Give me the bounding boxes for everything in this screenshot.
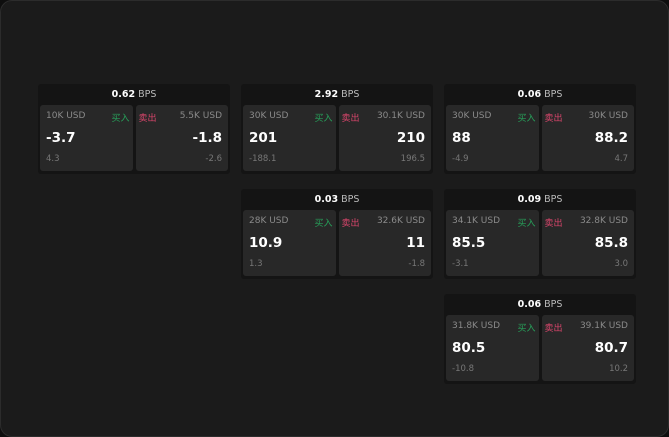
buy-label: 买入 [517, 324, 536, 334]
spread-unit: BPS [544, 299, 563, 310]
sell-label: 卖出 [544, 324, 563, 334]
quote-card: 2.92 BPS 30K USD 买入 201 -188.1 卖出 30.1K … [241, 84, 433, 174]
spread-value: 0.06 [517, 299, 542, 310]
spread-header: 0.62 BPS [38, 84, 230, 105]
spread-unit: BPS [138, 89, 157, 100]
sell-panel[interactable]: 卖出 39.1K USD 80.7 10.2 [541, 315, 634, 381]
sell-panel[interactable]: 卖出 30K USD 88.2 4.7 [541, 105, 634, 171]
ask-price: 210 [396, 130, 425, 146]
buy-panel[interactable]: 10K USD 买入 -3.7 4.3 [40, 105, 133, 171]
ask-size: 32.8K USD [579, 216, 628, 226]
sell-panel[interactable]: 卖出 30.1K USD 210 196.5 [338, 105, 431, 171]
bid-price: 10.9 [249, 235, 283, 251]
bid-change: -3.1 [452, 259, 469, 269]
sell-panel[interactable]: 卖出 32.8K USD 85.8 3.0 [541, 210, 634, 276]
ask-change: 196.5 [400, 154, 425, 164]
spread-value: 2.92 [314, 89, 339, 100]
sell-label: 卖出 [544, 219, 563, 229]
spread-value: 0.62 [111, 89, 136, 100]
ask-size: 39.1K USD [579, 321, 628, 331]
ask-change: 4.7 [614, 154, 628, 164]
bid-price: 201 [249, 130, 278, 146]
sell-label: 卖出 [138, 114, 157, 124]
spread-value: 0.06 [517, 89, 542, 100]
buy-label: 买入 [314, 114, 333, 124]
ask-size: 30.1K USD [376, 111, 425, 121]
sell-label: 卖出 [341, 114, 360, 124]
spread-unit: BPS [341, 89, 360, 100]
ask-price: 80.7 [594, 340, 628, 356]
ask-size: 30K USD [588, 111, 628, 121]
spread-header: 0.06 BPS [444, 84, 636, 105]
ask-price: 85.8 [594, 235, 628, 251]
bid-change: -4.9 [452, 154, 469, 164]
buy-label: 买入 [517, 219, 536, 229]
sell-panel[interactable]: 卖出 5.5K USD -1.8 -2.6 [135, 105, 228, 171]
bid-size: 28K USD [249, 216, 289, 226]
spread-unit: BPS [544, 89, 563, 100]
sell-label: 卖出 [341, 219, 360, 229]
spread-header: 0.03 BPS [241, 189, 433, 210]
buy-panel[interactable]: 34.1K USD 买入 85.5 -3.1 [446, 210, 539, 276]
ask-change: -2.6 [205, 154, 222, 164]
bid-size: 10K USD [46, 111, 86, 121]
ask-size: 32.6K USD [376, 216, 425, 226]
spread-header: 0.06 BPS [444, 294, 636, 315]
buy-label: 买入 [314, 219, 333, 229]
spread-unit: BPS [341, 194, 360, 205]
quote-card: 0.62 BPS 10K USD 买入 -3.7 4.3 卖出 5.5K USD… [38, 84, 230, 174]
spread-header: 2.92 BPS [241, 84, 433, 105]
bid-price: 88 [452, 130, 471, 146]
ask-change: 10.2 [609, 364, 628, 374]
buy-panel[interactable]: 31.8K USD 买入 80.5 -10.8 [446, 315, 539, 381]
bid-size: 34.1K USD [452, 216, 501, 226]
spread-header: 0.09 BPS [444, 189, 636, 210]
ask-size: 5.5K USD [179, 111, 222, 121]
ask-price: -1.8 [192, 130, 222, 146]
bid-change: 1.3 [249, 259, 263, 269]
bid-change: -10.8 [452, 364, 474, 374]
ask-price: 88.2 [594, 130, 628, 146]
sell-label: 卖出 [544, 114, 563, 124]
quote-card: 0.06 BPS 31.8K USD 买入 80.5 -10.8 卖出 39.1… [444, 294, 636, 384]
bid-price: 80.5 [452, 340, 486, 356]
spread-unit: BPS [544, 194, 563, 205]
bid-size: 30K USD [249, 111, 289, 121]
quote-card: 0.06 BPS 30K USD 买入 88 -4.9 卖出 30K USD 8… [444, 84, 636, 174]
quote-card: 0.03 BPS 28K USD 买入 10.9 1.3 卖出 32.6K US… [241, 189, 433, 279]
spread-value: 0.09 [517, 194, 542, 205]
spread-value: 0.03 [314, 194, 339, 205]
bid-price: 85.5 [452, 235, 486, 251]
bid-change: 4.3 [46, 154, 60, 164]
bid-price: -3.7 [46, 130, 76, 146]
bid-change: -188.1 [249, 154, 277, 164]
sell-panel[interactable]: 卖出 32.6K USD 11 -1.8 [338, 210, 431, 276]
quote-card: 0.09 BPS 34.1K USD 买入 85.5 -3.1 卖出 32.8K… [444, 189, 636, 279]
buy-panel[interactable]: 30K USD 买入 88 -4.9 [446, 105, 539, 171]
bid-size: 30K USD [452, 111, 492, 121]
buy-panel[interactable]: 30K USD 买入 201 -188.1 [243, 105, 336, 171]
ask-change: 3.0 [614, 259, 628, 269]
ask-price: 11 [406, 235, 425, 251]
ask-change: -1.8 [408, 259, 425, 269]
bid-size: 31.8K USD [452, 321, 501, 331]
buy-label: 买入 [111, 114, 130, 124]
buy-label: 买入 [517, 114, 536, 124]
buy-panel[interactable]: 28K USD 买入 10.9 1.3 [243, 210, 336, 276]
